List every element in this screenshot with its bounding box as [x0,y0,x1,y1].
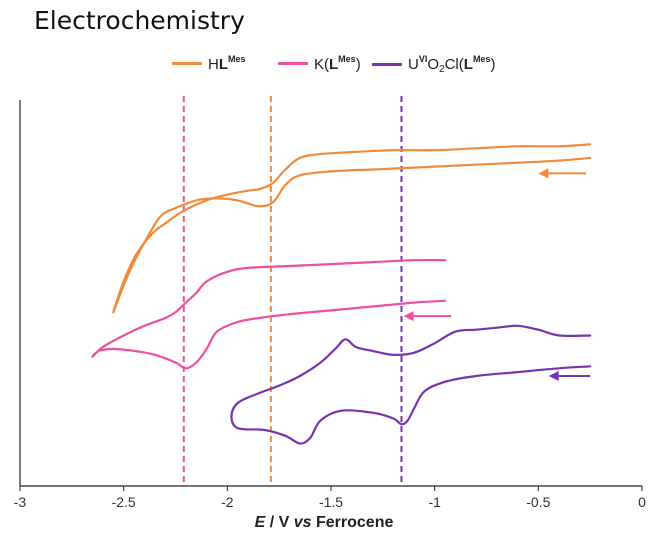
series-line [91,258,447,370]
x-tick-label: 0 [638,494,646,510]
series-line [230,324,592,445]
x-tick-label: -1.5 [319,494,343,510]
chart-title: Electrochemistry [34,6,245,35]
x-tick-label: -1 [428,494,441,510]
legend-label-u: UVIO2Cl(LMes) [408,54,496,75]
scan-direction-arrowhead [548,370,559,381]
x-ticks: -3 -2.5 -2 -1.5 -1 -0.5 0 [14,486,646,510]
x-tick-label: -3 [14,494,27,510]
x-axis-label: E / V vs Ferrocene [254,514,394,531]
reference-lines [182,96,403,486]
scan-direction-arrowhead [538,168,549,179]
series-curves [91,143,592,445]
legend: HLMes K(LMes) UVIO2Cl(LMes) [0,54,648,82]
axes [19,100,642,487]
scan-arrows [403,168,591,381]
legend-item-hl: HLMes [172,54,246,73]
x-tick-label: -2 [221,494,234,510]
legend-label-k: K(LMes) [314,54,361,73]
legend-swatch-u [372,63,402,66]
x-tick-label: -0.5 [526,494,550,510]
legend-swatch-hl [172,62,202,65]
legend-swatch-k [278,62,308,65]
series-line [112,143,592,314]
x-tick-label: -2.5 [112,494,136,510]
legend-item-k: K(LMes) [278,54,361,73]
scan-direction-arrowhead [403,311,414,322]
legend-item-u: UVIO2Cl(LMes) [372,54,495,75]
legend-label-hl: HLMes [208,54,246,73]
